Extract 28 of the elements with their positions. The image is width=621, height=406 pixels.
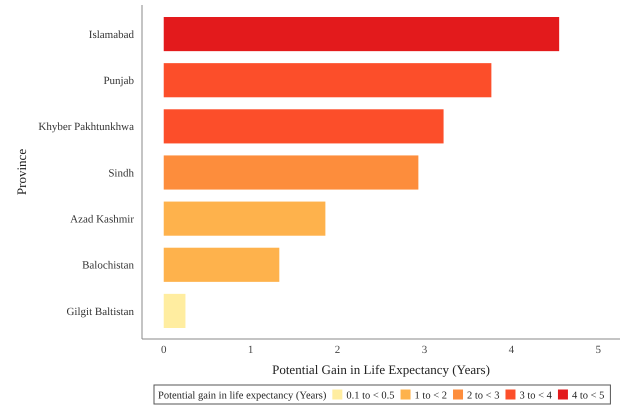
- x-tick-label: 4: [508, 344, 515, 356]
- x-tick-label: 0: [160, 344, 167, 356]
- x-tick-label: 5: [596, 344, 602, 356]
- legend-label: 4 to < 5: [572, 390, 604, 402]
- y-tick-label: Azad Kashmir: [70, 213, 134, 226]
- legend-label: 3 to < 4: [519, 390, 553, 402]
- y-tick-label: Islamabad: [88, 28, 134, 41]
- y-axis-title: Province: [14, 148, 29, 196]
- x-tick-label: 1: [248, 344, 254, 356]
- y-tick-label: Balochistan: [82, 260, 134, 272]
- bar: [164, 294, 186, 328]
- legend-label: 1 to < 2: [414, 390, 448, 402]
- x-tick-label: 3: [422, 344, 428, 356]
- bar: [164, 63, 492, 98]
- y-tick-label: Sindh: [108, 167, 134, 180]
- bar: [164, 155, 418, 190]
- y-tick-label: Khyber Pakhtunkhwa: [38, 121, 134, 134]
- x-tick-label: 2: [334, 344, 340, 356]
- bar: [164, 202, 326, 236]
- x-axis-title: Potential Gain in Life Expectancy (Years): [272, 362, 490, 377]
- y-tick-label: Gilgit Baltistan: [66, 306, 134, 318]
- legend-label: 0.1 to < 0.5: [346, 390, 395, 402]
- y-tick-label: Punjab: [103, 75, 134, 88]
- bar: [164, 17, 560, 52]
- bar: [164, 248, 280, 282]
- legend-label: 2 to < 3: [467, 390, 500, 402]
- bar: [164, 109, 444, 144]
- legend-title: Potential gain in life expectancy (Years): [158, 390, 327, 402]
